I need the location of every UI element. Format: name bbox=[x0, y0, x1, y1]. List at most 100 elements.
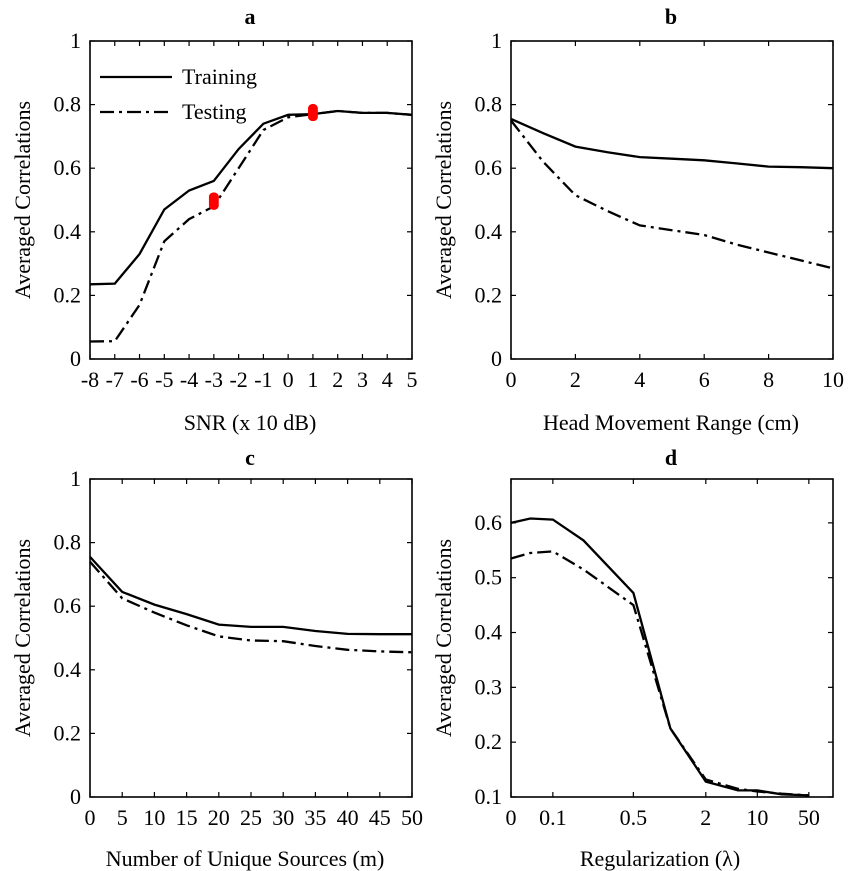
y-tick-label: 0 bbox=[70, 346, 81, 371]
x-tick-label: 10 bbox=[746, 805, 768, 830]
x-tick-label: 30 bbox=[272, 805, 294, 830]
x-tick-label: -4 bbox=[180, 367, 198, 392]
legend-label-training: Training bbox=[182, 64, 257, 89]
x-tick-label: 3 bbox=[357, 367, 368, 392]
x-tick-label: 15 bbox=[176, 805, 198, 830]
y-tick-label: 0.2 bbox=[475, 729, 503, 754]
panel-d-y-ticks: 0.1 0.2 0.3 0.4 0.5 0.6 bbox=[475, 510, 833, 809]
y-tick-label: 0 bbox=[491, 346, 502, 371]
panel-b-y-ticks: 0 0.2 0.4 0.6 0.8 1 bbox=[475, 28, 833, 371]
series-line-training bbox=[89, 109, 413, 286]
y-tick-label: 0.4 bbox=[475, 219, 503, 244]
series-line-testing bbox=[89, 560, 413, 654]
y-tick-label: 1 bbox=[491, 28, 502, 53]
panel-d-xlabel: Regularization (λ) bbox=[580, 846, 740, 871]
y-tick-label: 0.8 bbox=[54, 92, 82, 117]
y-tick-label: 0.2 bbox=[54, 720, 82, 745]
panel-d-series bbox=[510, 517, 809, 797]
panel-c-x-ticks: 0 5 10 15 20 25 30 35 40 45 50 bbox=[85, 479, 423, 830]
x-tick-label: 2 bbox=[570, 367, 581, 392]
y-tick-label: 0.1 bbox=[475, 784, 503, 809]
x-tick-label: 0.1 bbox=[539, 805, 567, 830]
series-line-testing bbox=[510, 119, 834, 270]
x-tick-label: 50 bbox=[798, 805, 820, 830]
y-tick-label: 0.2 bbox=[54, 282, 82, 307]
panel-a: a SNR (x 10 dB) Averaged Correlations -8… bbox=[10, 4, 418, 435]
panel-a-markers bbox=[208, 103, 318, 210]
panel-b-series bbox=[510, 117, 834, 270]
x-tick-label: 10 bbox=[143, 805, 165, 830]
y-tick-label: 0.4 bbox=[54, 657, 82, 682]
y-tick-label: 0.4 bbox=[475, 620, 503, 645]
x-tick-label: 4 bbox=[382, 367, 393, 392]
red-marker-point bbox=[307, 103, 318, 113]
x-tick-label: 4 bbox=[634, 367, 645, 392]
x-tick-label: -6 bbox=[130, 367, 148, 392]
y-tick-label: 0.6 bbox=[54, 155, 82, 180]
panel-d: d Regularization (λ) Averaged Correlatio… bbox=[431, 445, 834, 871]
y-tick-label: 0.8 bbox=[475, 92, 503, 117]
x-tick-label: 0.5 bbox=[620, 805, 648, 830]
panel-a-xlabel: SNR (x 10 dB) bbox=[184, 410, 317, 435]
panel-a-series bbox=[89, 109, 413, 343]
x-tick-label: 50 bbox=[401, 805, 423, 830]
series-line-testing bbox=[89, 109, 413, 343]
panel-b: b Head Movement Range (cm) Averaged Corr… bbox=[431, 4, 844, 435]
panel-b-ylabel: Averaged Correlations bbox=[431, 101, 456, 299]
y-tick-label: 0.5 bbox=[475, 565, 503, 590]
y-tick-label: 0.6 bbox=[54, 593, 82, 618]
panel-a-x-ticks: -8 -7 -6 -5 -4 -3 -2 -1 0 1 2 3 4 5 bbox=[81, 41, 418, 392]
x-tick-label: 35 bbox=[304, 805, 326, 830]
x-tick-label: 5 bbox=[117, 805, 128, 830]
panel-c-series bbox=[89, 556, 413, 654]
x-tick-label: 5 bbox=[407, 367, 418, 392]
series-line-training bbox=[510, 517, 809, 797]
x-tick-label: 25 bbox=[240, 805, 262, 830]
y-tick-label: 0.6 bbox=[475, 155, 503, 180]
series-line-testing bbox=[510, 550, 809, 797]
panel-a-axes-frame bbox=[89, 40, 413, 360]
panel-b-title: b bbox=[665, 4, 677, 29]
panel-d-title: d bbox=[665, 445, 677, 470]
y-tick-label: 0.4 bbox=[54, 219, 82, 244]
panel-d-x-ticks: 0 0.1 0.5 2 10 50 bbox=[506, 479, 820, 830]
panel-c-title: c bbox=[245, 445, 255, 470]
x-tick-label: 8 bbox=[763, 367, 774, 392]
y-tick-label: 1 bbox=[70, 28, 81, 53]
legend-label-testing: Testing bbox=[182, 99, 246, 124]
panel-a-legend: Training Testing bbox=[100, 64, 257, 124]
y-tick-label: 0 bbox=[70, 784, 81, 809]
panel-a-title: a bbox=[245, 4, 256, 29]
y-tick-label: 0.8 bbox=[54, 530, 82, 555]
y-tick-label: 0.6 bbox=[475, 510, 503, 535]
y-tick-label: 1 bbox=[70, 466, 81, 491]
y-tick-label: 0.3 bbox=[475, 674, 503, 699]
panel-d-axes-frame bbox=[510, 478, 834, 798]
x-tick-label: 0 bbox=[506, 805, 517, 830]
x-tick-label: 0 bbox=[85, 805, 96, 830]
x-tick-label: 20 bbox=[208, 805, 230, 830]
x-tick-label: -5 bbox=[155, 367, 173, 392]
x-tick-label: 10 bbox=[822, 367, 844, 392]
x-tick-label: -2 bbox=[229, 367, 247, 392]
panel-d-ylabel: Averaged Correlations bbox=[431, 539, 456, 737]
x-tick-label: 2 bbox=[332, 367, 343, 392]
x-tick-label: -7 bbox=[106, 367, 124, 392]
panel-c-y-ticks: 0 0.2 0.4 0.6 0.8 1 bbox=[54, 466, 412, 809]
panel-a-y-ticks: 0 0.2 0.4 0.6 0.8 1 bbox=[54, 28, 412, 371]
panel-c-xlabel: Number of Unique Sources (m) bbox=[106, 846, 385, 871]
panel-c-axes-frame bbox=[89, 478, 413, 798]
series-line-training bbox=[510, 117, 834, 170]
x-tick-label: -3 bbox=[205, 367, 223, 392]
x-tick-label: 6 bbox=[699, 367, 710, 392]
panel-b-xlabel: Head Movement Range (cm) bbox=[543, 410, 799, 435]
x-tick-label: 2 bbox=[700, 805, 711, 830]
red-marker-point bbox=[208, 192, 219, 202]
panel-b-axes-frame bbox=[510, 40, 834, 360]
panel-b-x-ticks: 0 2 4 6 8 10 bbox=[506, 41, 844, 392]
x-tick-label: 0 bbox=[506, 367, 517, 392]
panel-c: c Number of Unique Sources (m) Averaged … bbox=[10, 445, 423, 871]
x-tick-label: 0 bbox=[283, 367, 294, 392]
y-tick-label: 0.2 bbox=[475, 282, 503, 307]
